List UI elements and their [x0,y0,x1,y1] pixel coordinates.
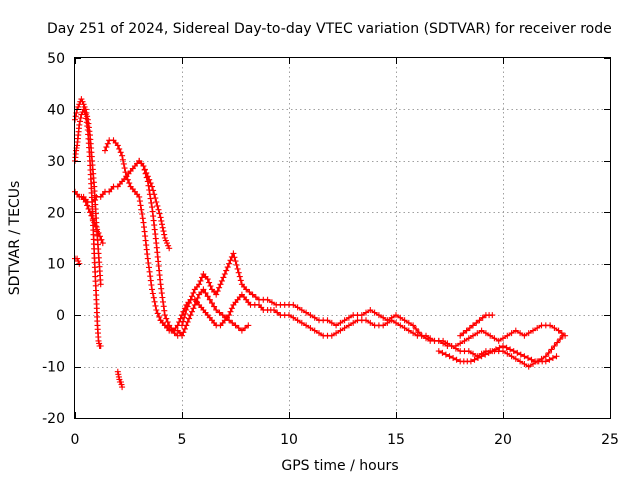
y-tick-label: 10 [47,257,65,273]
plot-frame [74,57,611,419]
data-point-markers [157,286,252,339]
data-point-markers [72,255,83,267]
series-track-b [72,106,104,349]
data-point-markers [114,368,126,391]
y-tick-label: -20 [42,411,65,427]
data-point-markers [102,137,181,339]
series-track-j [157,286,252,339]
x-tick-label: 5 [178,432,187,448]
series-track-k [435,343,560,365]
y-tick-label: 30 [47,154,65,170]
series-track-e [72,255,83,267]
series-track-d [78,193,106,247]
series-track-f [114,368,126,391]
x-tick-label: 10 [280,432,298,448]
series-track-i [179,250,569,349]
x-axis-label: GPS time / hours [281,458,398,474]
axis-ticks [75,58,611,419]
data-point-markers [179,250,569,349]
data-series [72,96,569,391]
y-tick-label: 0 [56,308,65,324]
series-track-l [457,312,496,339]
data-point-markers [457,312,496,339]
y-tick-label: -10 [42,360,65,376]
y-tick-label: 20 [47,205,65,221]
grid-lines [75,58,610,418]
series-track-g [102,137,181,339]
y-axis-label: SDTVAR / TECUs [7,181,23,296]
series-line [80,196,104,244]
x-tick-label: 0 [71,432,80,448]
x-tick-label: 25 [601,432,619,448]
y-tick-label: 50 [47,51,65,67]
data-point-markers [435,343,560,365]
x-tick-label: 15 [387,432,405,448]
data-point-markers [72,106,104,349]
tick-labels: 0 5 10 15 20 25 -20 -10 0 10 20 30 40 50 [42,51,619,448]
data-point-markers [78,193,106,247]
x-tick-label: 20 [494,432,512,448]
chart-title: Day 251 of 2024, Sidereal Day-to-day VTE… [47,21,612,37]
y-tick-label: 40 [47,102,65,118]
series-line [138,160,564,368]
